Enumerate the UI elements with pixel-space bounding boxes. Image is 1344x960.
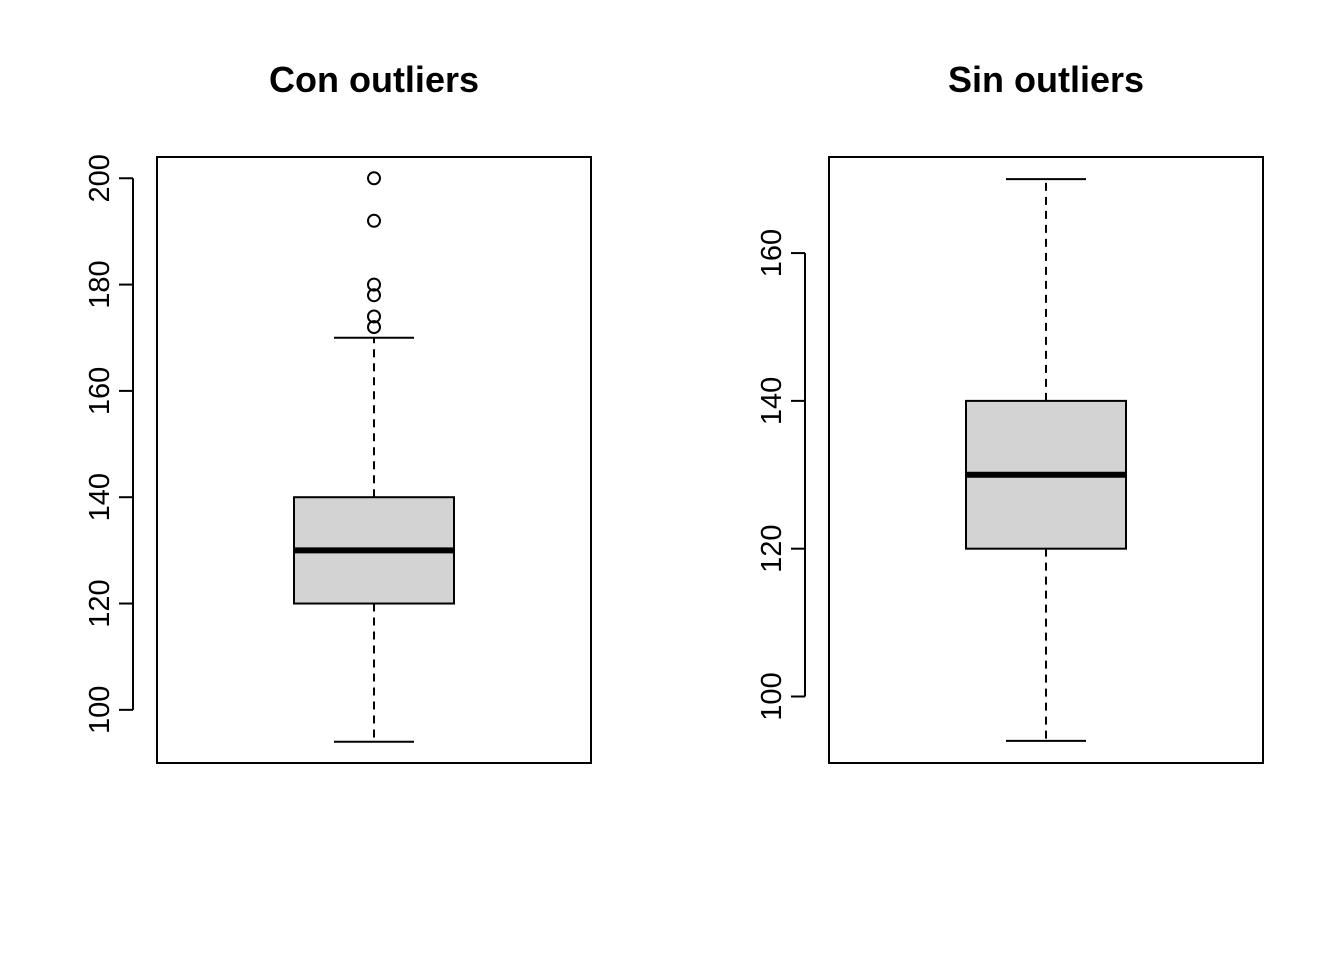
chart-title: Con outliers: [269, 59, 479, 100]
y-axis: 100 120 140 160 180 200: [84, 154, 134, 734]
plot-frame: [828, 156, 1264, 764]
y-tick-label: 180: [84, 260, 116, 308]
outlier-point: [367, 320, 381, 335]
outlier-point: [367, 288, 381, 303]
y-axis: 100 120 140 160: [756, 229, 806, 721]
boxplot-marks: [293, 171, 455, 743]
outlier-point: [367, 213, 381, 228]
outlier-point: [367, 277, 381, 292]
y-tick-label: 120: [84, 579, 116, 627]
y-tick-label: 160: [84, 367, 116, 415]
y-tick-label: 120: [756, 524, 788, 572]
panel-sin-outliers: Sin outliers 100 120 140 160: [756, 59, 1264, 764]
y-tick-label: 100: [756, 672, 788, 720]
y-tick-label: 160: [756, 229, 788, 277]
boxplot-marks: [965, 178, 1127, 742]
chart-title: Sin outliers: [948, 59, 1144, 100]
y-tick-label: 140: [756, 377, 788, 425]
y-tick-label: 140: [84, 473, 116, 521]
panel-con-outliers: Con outliers 100 120 140 160 180 200: [84, 59, 592, 764]
y-tick-label: 200: [84, 154, 116, 202]
plot-frame: [156, 156, 592, 764]
y-tick-label: 100: [84, 686, 116, 734]
outlier-point: [367, 309, 381, 324]
outlier-point: [367, 171, 381, 186]
